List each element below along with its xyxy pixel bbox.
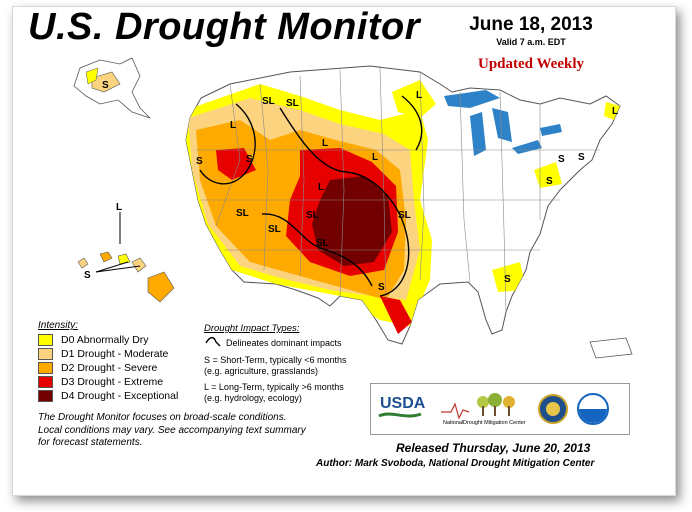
valid-time: Valid 7 a.m. EDT	[496, 37, 566, 47]
state-lines	[196, 67, 600, 313]
legend-label: D3 Drought - Extreme	[61, 375, 164, 388]
legend-item-d4: D4 Drought - Exceptional	[38, 389, 178, 402]
legend-item-d3: D3 Drought - Extreme	[38, 375, 163, 388]
legend-swatch	[38, 361, 53, 374]
map-label-l: L	[230, 120, 236, 131]
impact-short-term: S = Short-Term, typically <6 months	[204, 355, 347, 365]
map-label-l: L	[318, 182, 324, 193]
drought-areas	[186, 80, 620, 334]
author: Author: Mark Svoboda, National Drought M…	[316, 458, 595, 469]
map-label-sl: SL	[286, 98, 299, 109]
map-label-s: S	[378, 282, 385, 293]
alaska: S	[73, 57, 151, 119]
ndmc-text: National	[443, 420, 463, 426]
usda-logo-text: USDA	[380, 395, 426, 412]
note-line: Local conditions may vary. See accompany…	[38, 424, 306, 436]
release-date: Released Thursday, June 20, 2013	[396, 441, 591, 455]
impact-line-label: Delineates dominant impacts	[226, 338, 342, 348]
map-label-s: S	[84, 270, 91, 281]
map-label-s: S	[504, 274, 511, 285]
map-label-l: L	[116, 202, 122, 213]
map-label-sl: SL	[316, 238, 329, 249]
impact-long-term: L = Long-Term, typically >6 months	[204, 382, 344, 392]
impact-long-term-example: (e.g. hydrology, ecology)	[204, 393, 302, 403]
map-label-s: S	[546, 176, 553, 187]
ndmc-text: Drought Mitigation Center	[463, 420, 526, 426]
map-date: June 18, 2013	[469, 14, 593, 35]
legend-label: D4 Drought - Exceptional	[61, 389, 179, 402]
map-label-sl: SL	[262, 96, 275, 107]
legend-title: Intensity:	[38, 320, 79, 331]
great-lakes	[444, 90, 562, 156]
logos-graphic: National Drought Mitigation Center	[378, 393, 609, 426]
impact-short-term-example: (e.g. agriculture, grasslands)	[204, 366, 319, 376]
puerto-rico	[589, 337, 633, 359]
updated-weekly: Updated Weekly	[478, 56, 584, 72]
map-label-s: S	[196, 156, 203, 167]
map-label-l: L	[612, 106, 618, 117]
map-label-s: S	[578, 152, 585, 163]
legend-swatch	[38, 347, 53, 360]
map-label-s: S	[558, 154, 565, 165]
legend-label: D1 Drought - Moderate	[61, 347, 169, 360]
legend-item-d0: D0 Abnormally Dry	[38, 333, 149, 346]
map-label-sl: SL	[268, 224, 281, 235]
impact-types-title: Drought Impact Types:	[204, 323, 300, 334]
disclaimer-note: The Drought Monitor focuses on broad-sca…	[38, 412, 398, 450]
usda-logo-icon	[378, 412, 422, 418]
map-title: U.S. Drought Monitor	[28, 6, 421, 48]
legend-item-d1: D1 Drought - Moderate	[38, 347, 168, 360]
impact-lines	[199, 95, 423, 297]
map-label-l: L	[322, 138, 328, 149]
legend-swatch	[38, 389, 53, 402]
map-label-s: S	[102, 80, 109, 91]
note-line: The Drought Monitor focuses on broad-sca…	[38, 412, 287, 423]
map-label-l: L	[416, 90, 422, 101]
map-label-sl: SL	[398, 210, 411, 221]
note-line: for forecast statements.	[38, 437, 143, 448]
hawaii: L S	[77, 202, 175, 303]
partner-logos: National Drought Mitigation Center	[370, 383, 630, 435]
impact-line-icon	[205, 336, 221, 347]
legend-label: D0 Abnormally Dry	[61, 333, 149, 346]
legend-swatch	[38, 375, 53, 388]
map-label-s: S	[246, 154, 253, 165]
legend-swatch	[38, 333, 53, 346]
ndmc-logo-icon	[441, 402, 470, 420]
legend-item-d2: D2 Drought - Severe	[38, 361, 157, 374]
map-label-l: L	[372, 152, 378, 163]
legend-label: D2 Drought - Severe	[61, 361, 158, 374]
map-label-sl: SL	[306, 210, 319, 221]
map-label-sl: SL	[236, 208, 249, 219]
